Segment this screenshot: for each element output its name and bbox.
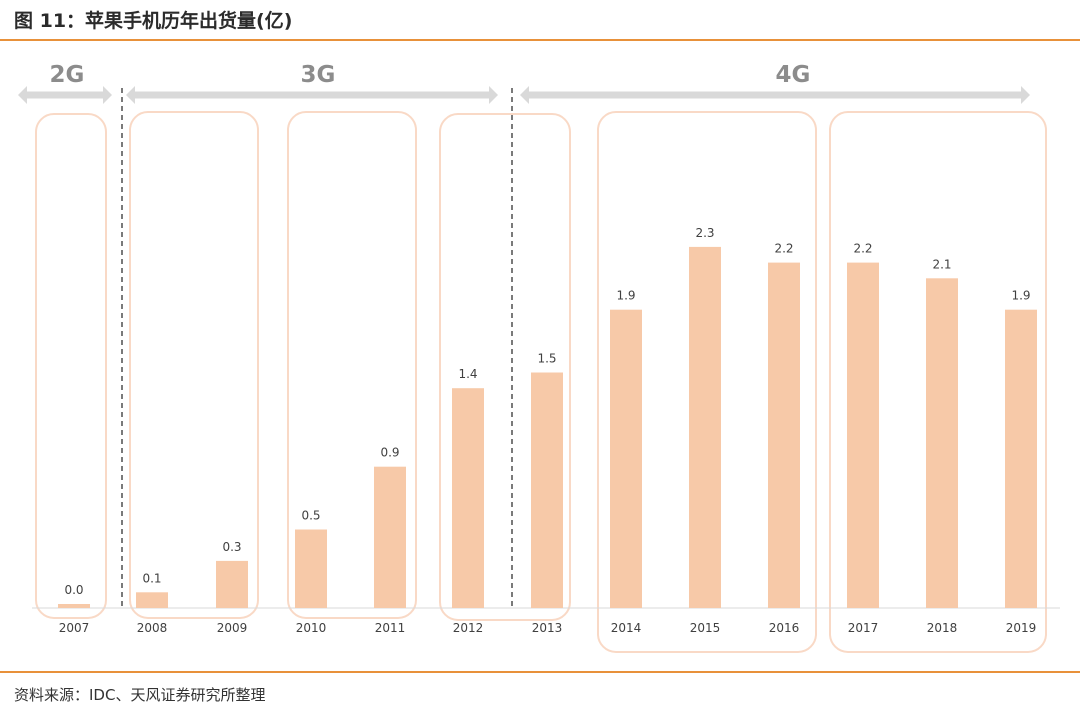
value-label-2011: 0.9 [380,446,399,460]
year-label-2012: 2012 [453,621,484,635]
year-label-2017: 2017 [848,621,879,635]
value-label-2014: 1.9 [616,289,635,303]
bar-2011 [374,466,406,608]
value-label-2018: 2.1 [932,257,951,271]
value-label-2016: 2.2 [774,242,793,256]
value-label-2007: 0.0 [64,583,83,597]
bar-2017 [847,262,879,608]
bar-2019 [1005,309,1037,608]
year-label-2010: 2010 [296,621,327,635]
year-label-2019: 2019 [1006,621,1037,635]
generation-label-2g: 2G [50,62,85,88]
generation-label-4g: 4G [776,62,811,88]
bar-2018 [926,278,958,608]
value-label-2008: 0.1 [142,571,161,585]
year-labels: 2007 2008 2009 2010 2011 2012 2013 2014 2015 2016… [59,621,1037,635]
value-label-2013: 1.5 [537,352,556,366]
bar-2012 [452,388,484,608]
year-label-2013: 2013 [532,621,563,635]
value-label-2015: 2.3 [695,226,714,240]
bar-2016 [768,262,800,608]
year-group-frame-1 [35,113,107,619]
value-label-2017: 2.2 [853,242,872,256]
year-label-2015: 2015 [690,621,721,635]
generation-arrows [18,86,1030,104]
chart-title: 图 11：苹果手机历年出货量(亿) [14,10,293,32]
year-label-2007: 2007 [59,621,90,635]
year-group-frame-5 [597,111,817,653]
year-label-2008: 2008 [137,621,168,635]
year-label-2016: 2016 [769,621,800,635]
year-group-frames [35,111,1047,653]
arrow-2g [18,86,112,104]
arrow-3g [126,86,498,104]
bar-2015 [689,246,721,608]
bar-2013 [531,372,563,608]
arrow-4g [520,86,1030,104]
bar-2010 [295,529,327,608]
year-label-2014: 2014 [611,621,642,635]
year-group-frame-3 [287,111,417,619]
year-label-2011: 2011 [375,621,406,635]
source-note: 资料来源：IDC、天风证券研究所整理 [14,686,266,704]
year-label-2018: 2018 [927,621,958,635]
bar-2014 [610,309,642,608]
year-group-frame-4 [439,113,571,621]
title-divider [0,39,1080,41]
value-label-2012: 1.4 [458,367,477,381]
generation-labels: 2G 3G 4G [50,62,811,88]
generation-label-3g: 3G [301,62,336,88]
year-group-frame-2 [129,111,259,619]
value-labels: 0.0 0.1 0.3 0.5 0.9 1.4 1.5 1.9 2.3 2.2 2.2 2.1 1.9 [64,226,1030,597]
year-group-frame-6 [829,111,1047,653]
bar-2008 [136,592,168,608]
year-label-2009: 2009 [217,621,248,635]
value-label-2009: 0.3 [222,540,241,554]
footer-divider [0,671,1080,673]
value-label-2010: 0.5 [301,509,320,523]
value-label-2019: 1.9 [1011,289,1030,303]
bars [58,246,1037,608]
bar-chart: 0.00.10.30.50.91.41.51.92.32.2 2.22.11.9 … [18,62,1060,653]
bar-2007 [58,604,90,608]
bar-2009 [216,560,248,608]
generation-dividers [121,88,513,610]
